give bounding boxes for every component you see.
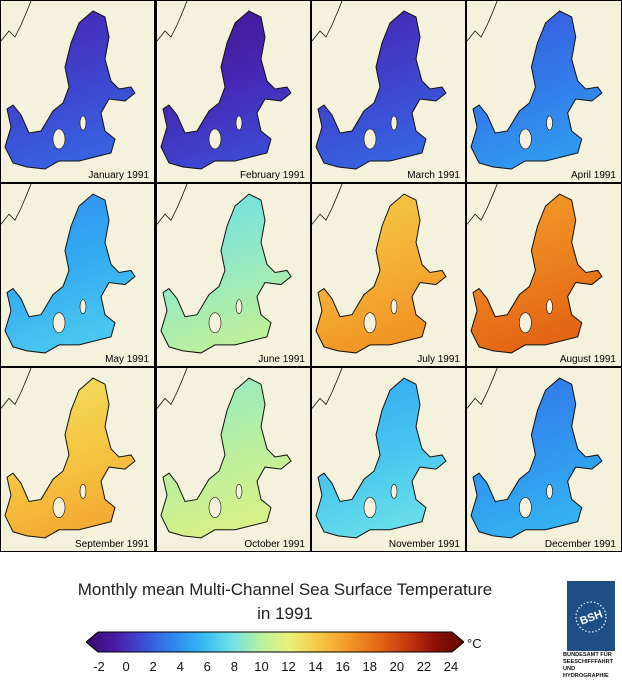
colorbar-tick-label: 10 <box>254 659 269 674</box>
bsh-logo-text: BUNDESAMT FÜR SEESCHIFFFAHRT UND HYDROGR… <box>563 652 621 680</box>
baltic-sea-map <box>312 368 465 551</box>
colorbar-tick-label: 2 <box>149 659 157 674</box>
colorbar-tick-label: 14 <box>308 659 323 674</box>
map-panel: March 1991 <box>312 1 465 182</box>
map-panel: May 1991 <box>1 184 154 366</box>
panel-label: April 1991 <box>570 170 616 181</box>
baltic-sea-map <box>1 1 154 182</box>
colorbar-tick-label: 6 <box>203 659 211 674</box>
baltic-sea-map <box>157 1 310 182</box>
map-panel: July 1991 <box>312 184 465 366</box>
colorbar-tick-label: 20 <box>389 659 405 674</box>
baltic-sea-map <box>157 184 310 366</box>
logo-line: HYDROGRAPHIE <box>563 673 609 679</box>
panel-label: March 1991 <box>407 170 460 181</box>
logo-line: SEESCHIFFFAHRT <box>563 659 614 665</box>
logo-line: UND <box>563 666 576 672</box>
map-panel: June 1991 <box>157 184 310 366</box>
temperature-colorbar <box>86 631 464 653</box>
baltic-sea-map <box>157 368 310 551</box>
svg-text:BSH: BSH <box>578 608 604 627</box>
colorbar-tick-label: 24 <box>443 659 459 674</box>
colorbar-gradient <box>86 631 464 653</box>
panel-label: July 1991 <box>417 354 460 365</box>
panel-label: June 1991 <box>258 354 305 365</box>
colorbar-tick-label: 16 <box>335 659 350 674</box>
colorbar-tick-label: 22 <box>416 659 432 674</box>
map-panel: October 1991 <box>157 368 310 551</box>
baltic-sea-map <box>467 368 621 551</box>
panel-label: December 1991 <box>544 539 616 550</box>
baltic-sea-map <box>467 1 621 182</box>
panel-label: February 1991 <box>239 170 305 181</box>
map-panel: February 1991 <box>157 1 310 182</box>
figure-title: Monthly mean Multi-Channel Sea Surface T… <box>77 580 493 599</box>
colorbar-tick-label: 8 <box>230 659 238 674</box>
panel-label: January 1991 <box>88 170 149 181</box>
panel-label: September 1991 <box>75 539 149 550</box>
monthly-map-grid: January 1991 February 1991 March 1991 April… <box>0 0 622 552</box>
colorbar-tick-label: 4 <box>176 659 184 674</box>
colorbar-tick-label: -2 <box>93 659 105 674</box>
map-panel: August 1991 <box>467 184 621 366</box>
figure-subtitle: in 1991 <box>257 604 313 623</box>
panel-label: August 1991 <box>559 354 616 365</box>
colorbar-unit: °C <box>467 636 482 651</box>
baltic-sea-map <box>312 1 465 182</box>
map-panel: December 1991 <box>467 368 621 551</box>
baltic-sea-map <box>312 184 465 366</box>
map-panel: April 1991 <box>467 1 621 182</box>
panel-label: May 1991 <box>105 354 149 365</box>
map-panel: November 1991 <box>312 368 465 551</box>
colorbar-tick-label: 0 <box>122 659 130 674</box>
colorbar-tick-label: 12 <box>281 659 296 674</box>
logo-line: BUNDESAMT FÜR <box>563 652 612 658</box>
bsh-logo-mark: BSH <box>575 601 607 633</box>
panel-label: October 1991 <box>244 539 305 550</box>
map-panel: September 1991 <box>1 368 154 551</box>
panel-label: November 1991 <box>388 539 460 550</box>
baltic-sea-map <box>1 184 154 366</box>
bsh-logo: BSH <box>567 581 615 651</box>
baltic-sea-map <box>1 368 154 551</box>
colorbar-tick-label: 18 <box>362 659 377 674</box>
map-panel: January 1991 <box>1 1 154 182</box>
baltic-sea-map <box>467 184 621 366</box>
